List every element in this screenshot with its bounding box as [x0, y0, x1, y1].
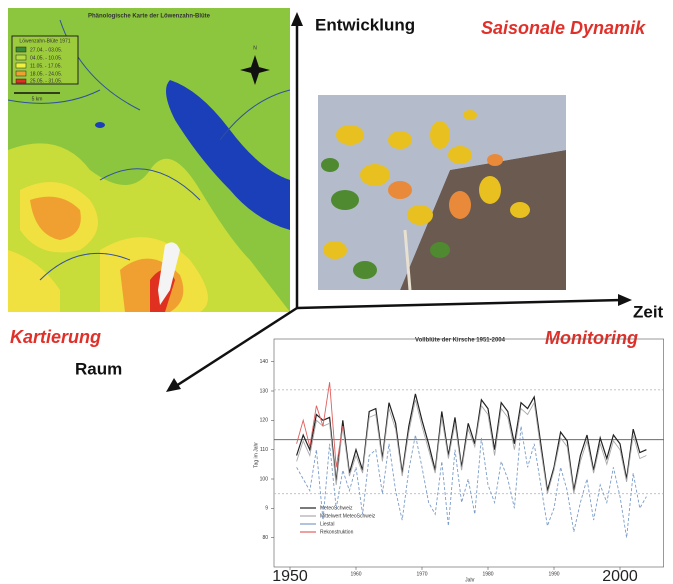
y-tick-label: 80	[262, 535, 268, 541]
series-line	[296, 393, 647, 491]
series-line	[296, 426, 647, 538]
x-tick-label: 2000	[602, 568, 638, 584]
series-line	[296, 382, 344, 468]
map-title: Phänologische Karte der Löwenzahn-Blüte	[88, 14, 211, 20]
map-legend-title: Löwenzahn-Blüte 1971	[19, 38, 70, 44]
photo	[318, 95, 566, 291]
legend-label: Liestal	[320, 521, 334, 527]
plot-frame	[273, 338, 664, 568]
x-tick-label: 1980	[482, 571, 493, 577]
axis-left-label: Raum	[75, 359, 122, 378]
map-legend-entry: 27.04. - 03.05.	[30, 47, 62, 53]
line-chart: Vollblüte der Kirsche 1951-2004 Tag im J…	[253, 338, 664, 584]
y-tick-label: 140	[260, 359, 269, 365]
legend-label: Mittelwert MeteoSchweiz	[320, 513, 376, 519]
diagram-axes	[166, 12, 632, 392]
map-legend-entry: 11.05. - 17.05.	[30, 63, 62, 69]
y-tick-label: 120	[260, 418, 269, 424]
legend-label: Rekonstruktion	[320, 529, 354, 535]
series-line	[296, 399, 647, 494]
y-tick-label: 9	[265, 506, 268, 512]
chart-title: Vollblüte der Kirsche 1951-2004	[415, 338, 506, 344]
map-legend-entry: 18.05. - 24.05.	[30, 71, 62, 77]
x-tick-label: 1990	[548, 571, 559, 577]
axis-right-title: Monitoring	[545, 328, 638, 348]
y-tick-label: 100	[260, 476, 269, 482]
axis-right-label: Zeit	[633, 302, 664, 321]
map-scale: 5 km	[32, 96, 43, 102]
y-tick-label: 110	[260, 447, 268, 453]
map-legend-entry: 04.05. - 10.05.	[30, 55, 62, 61]
y-tick-label: 130	[260, 388, 269, 394]
map: Löwenzahn-Blüte 1971 27.04. - 03.05. 04.…	[7, 8, 291, 312]
y-axis-label: Tag im Jahr	[253, 442, 259, 468]
x-axis-label: Jahr	[465, 577, 475, 583]
axis-up-title: Saisonale Dynamik	[481, 18, 646, 38]
x-tick-label: 1970	[416, 571, 427, 577]
axis-up-label: Entwicklung	[315, 15, 415, 34]
map-north: N	[253, 45, 257, 51]
x-tick-label: 1960	[350, 571, 361, 577]
map-legend-entry: 25.05. - 31.05.	[30, 78, 62, 84]
axis-left-title: Kartierung	[10, 327, 101, 347]
x-tick-label: 1950	[272, 568, 308, 584]
